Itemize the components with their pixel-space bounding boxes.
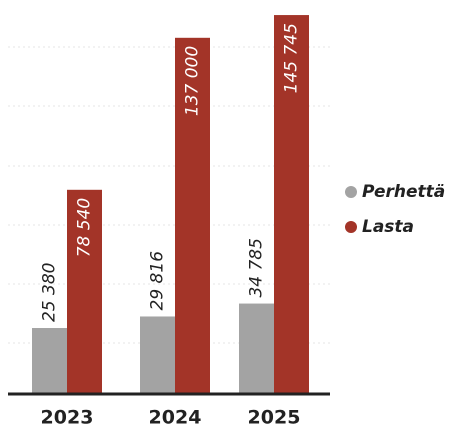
bar <box>32 328 67 394</box>
bar <box>239 303 274 394</box>
legend-marker <box>345 221 357 233</box>
x-tick-label: 2023 <box>41 407 94 429</box>
data-label: 78 540 <box>75 198 95 257</box>
data-label: 34 785 <box>247 238 267 297</box>
bar <box>67 189 102 394</box>
legend-marker <box>345 186 357 198</box>
bar <box>274 15 309 395</box>
x-tick-label: 2025 <box>248 407 301 429</box>
x-tick-label: 2024 <box>149 407 202 429</box>
legend-label: Lasta <box>362 217 414 237</box>
data-label: 145 745 <box>282 23 302 93</box>
data-label: 137 000 <box>183 46 203 116</box>
legend-label: Perhettä <box>362 182 445 202</box>
data-label: 29 816 <box>148 251 168 311</box>
data-label: 25 380 <box>40 263 60 322</box>
bar <box>175 37 210 395</box>
bar <box>140 316 175 394</box>
